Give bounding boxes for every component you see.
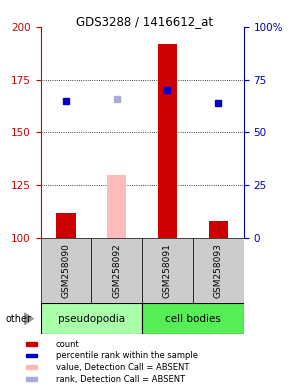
- Bar: [41, 303, 142, 334]
- Bar: [142, 303, 244, 334]
- Text: GSM258091: GSM258091: [163, 243, 172, 298]
- Bar: [142, 238, 193, 303]
- Polygon shape: [25, 313, 33, 324]
- Bar: [26, 342, 37, 346]
- Bar: [107, 175, 126, 238]
- Text: pseudopodia: pseudopodia: [58, 314, 125, 324]
- Text: GSM258090: GSM258090: [61, 243, 70, 298]
- Bar: [209, 221, 228, 238]
- Text: count: count: [56, 339, 79, 349]
- Text: GSM258092: GSM258092: [112, 243, 121, 298]
- Bar: [26, 354, 37, 357]
- Bar: [56, 213, 76, 238]
- Text: rank, Detection Call = ABSENT: rank, Detection Call = ABSENT: [56, 374, 185, 384]
- Bar: [26, 365, 37, 369]
- Bar: [26, 377, 37, 381]
- Text: value, Detection Call = ABSENT: value, Detection Call = ABSENT: [56, 362, 189, 372]
- Bar: [193, 238, 244, 303]
- Text: other: other: [6, 314, 32, 324]
- Text: cell bodies: cell bodies: [165, 314, 221, 324]
- Text: percentile rank within the sample: percentile rank within the sample: [56, 351, 198, 360]
- Text: GDS3288 / 1416612_at: GDS3288 / 1416612_at: [77, 15, 213, 28]
- Bar: [41, 238, 91, 303]
- Text: GSM258093: GSM258093: [214, 243, 223, 298]
- Bar: [158, 44, 177, 238]
- Bar: [91, 238, 142, 303]
